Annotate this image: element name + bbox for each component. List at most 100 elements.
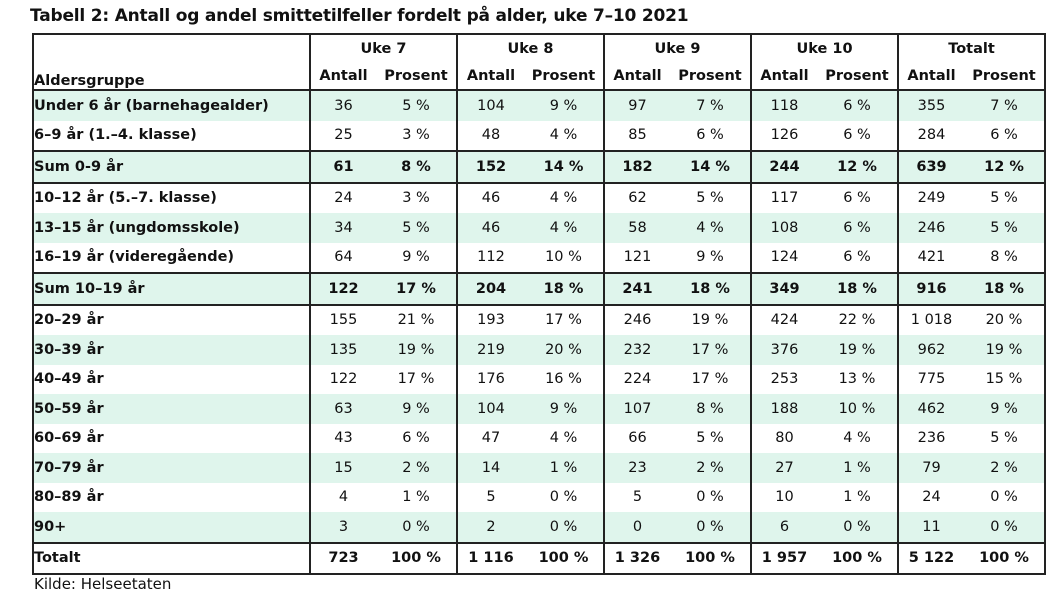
percent-cell: 17 % (670, 335, 751, 365)
percent-cell: 0 % (376, 512, 457, 543)
percent-cell: 6 % (696, 127, 724, 144)
count-cell: 112 (456, 242, 524, 273)
age-group-header: Aldersgruppe (32, 33, 310, 90)
count-cell: 36 (309, 89, 376, 121)
total-header: Totalt (896, 33, 1047, 63)
percent-cell: 0 % (817, 512, 898, 543)
count-cell: 193 (456, 304, 524, 335)
percent-cell: 15 % (964, 364, 1047, 394)
antall-header: Antall (309, 63, 376, 90)
percent-cell: 2 % (964, 453, 1047, 483)
prosent-header: Prosent (825, 68, 889, 84)
age-group-label: Sum 0-9 år (32, 150, 310, 184)
count-cell: 424 (750, 304, 817, 335)
count-cell: 462 (897, 394, 964, 424)
week-header: Uke 7 (309, 33, 457, 63)
count-cell: 253 (750, 364, 817, 394)
count-cell: 1 957 (750, 541, 817, 575)
table-row: 50–59 år 63 9 % 104 9 % 107 8 % 188 10 % 462 9 % (32, 394, 1047, 424)
percent-cell: 6 % (817, 89, 898, 121)
percent-cell: 100 % (376, 541, 457, 575)
percent-cell: 19 % (376, 335, 457, 365)
percent-cell: 1 % (402, 489, 430, 506)
percent-cell: 13 % (838, 371, 876, 388)
percent-cell: 19 % (817, 335, 898, 365)
count-cell: 1 116 (456, 541, 524, 575)
count-cell: 246 (603, 304, 670, 335)
count-cell: 5 (603, 482, 670, 512)
count-cell: 5 122 (897, 541, 964, 575)
percent-cell: 2 % (670, 453, 751, 483)
percent-cell: 4 % (670, 213, 751, 243)
percent-cell: 5 % (964, 213, 1047, 243)
percent-cell: 9 % (524, 394, 604, 424)
table-row: 70–79 år 15 2 % 14 1 % 23 2 % 27 1 % 79 2 % (32, 453, 1047, 483)
table-row: 16–19 år (videregående) 64 9 % 112 10 % 121 9 … (32, 242, 1047, 273)
age-group-label: 6–9 år (1.–4. klasse) (32, 120, 310, 151)
count-cell: 10 (750, 482, 817, 512)
count-cell: 204 (456, 272, 524, 306)
percent-cell: 5 % (964, 423, 1047, 453)
percent-cell: 8 % (670, 394, 751, 424)
percent-cell: 4 % (843, 430, 871, 447)
prosent-header: Prosent (531, 68, 596, 84)
table-row: 40–49 år 122 17 % 176 16 % 224 17 % 253 13 % 775 1… (32, 364, 1047, 394)
count-cell: 122 (309, 364, 376, 394)
percent-cell: 7 % (964, 89, 1047, 121)
age-group-label: 80–89 år (32, 482, 310, 512)
percent-cell: 0 % (670, 512, 751, 543)
percent-cell: 8 % (376, 150, 457, 184)
percent-cell: 9 % (402, 249, 430, 266)
count-cell: 5 (456, 482, 524, 512)
percent-cell: 14 % (670, 150, 751, 184)
percent-cell: 6 % (964, 120, 1047, 151)
age-distribution-table: Aldersgruppe Uke 7 Uke 8 Uke 9 Uke 10 To… (32, 33, 1047, 575)
table-row: 6–9 år (1.–4. klasse) 25 3 % 48 4 % 85 6 % 126 6… (32, 120, 1047, 151)
week-header: Uke 10 (750, 33, 898, 63)
percent-cell: 14 % (524, 150, 604, 184)
count-cell: 104 (456, 394, 524, 424)
prosent-header: Prosent (384, 68, 448, 84)
count-cell: 27 (750, 453, 817, 483)
percent-cell: 4 % (549, 127, 578, 144)
count-cell: 108 (750, 213, 817, 243)
count-cell: 24 (309, 182, 376, 213)
count-cell: 46 (456, 213, 524, 243)
percent-cell: 100 % (817, 541, 898, 575)
percent-cell: 6 % (843, 190, 871, 207)
percent-cell: 16 % (545, 371, 582, 388)
percent-cell: 5 % (696, 430, 724, 447)
percent-cell: 6 % (843, 127, 871, 144)
percent-cell: 17 % (376, 272, 457, 306)
percent-cell: 9 % (524, 89, 604, 121)
total-row: Totalt 723 100 % 1 116 100 % 1 326 100 % 1 957 1… (32, 541, 1047, 575)
table-row: 30–39 år 135 19 % 219 20 % 232 17 % 376 19 % 962 1… (32, 335, 1047, 365)
age-group-label: 13–15 år (ungdomsskole) (32, 213, 310, 243)
percent-cell: 100 % (524, 541, 604, 575)
percent-cell: 0 % (964, 482, 1047, 512)
count-cell: 176 (456, 364, 524, 394)
percent-cell: 17 % (397, 371, 435, 388)
table-row: 90+ 3 0 % 2 0 % 0 0 % 6 0 % 11 0 % (32, 512, 1047, 543)
table-row: 80–89 år 4 1 % 5 0 % 5 0 % 10 1 % 24 0 % (32, 482, 1047, 512)
count-cell: 14 (456, 453, 524, 483)
count-cell: 6 (750, 512, 817, 543)
count-cell: 62 (603, 182, 670, 213)
count-cell: 126 (750, 120, 817, 151)
antall-header: Antall (750, 63, 817, 90)
percent-cell: 100 % (964, 541, 1047, 575)
percent-cell: 0 % (964, 512, 1047, 543)
percent-cell: 0 % (696, 489, 724, 506)
percent-cell: 12 % (964, 150, 1047, 184)
percent-cell: 12 % (817, 150, 898, 184)
count-cell: 224 (603, 364, 670, 394)
count-cell: 124 (750, 242, 817, 273)
percent-cell: 0 % (549, 489, 578, 506)
count-cell: 25 (309, 120, 376, 151)
percent-cell: 6 % (402, 430, 430, 447)
count-cell: 188 (750, 394, 817, 424)
count-cell: 355 (897, 89, 964, 121)
count-cell: 107 (603, 394, 670, 424)
age-group-label: 10–12 år (5.–7. klasse) (32, 182, 310, 213)
count-cell: 962 (897, 335, 964, 365)
